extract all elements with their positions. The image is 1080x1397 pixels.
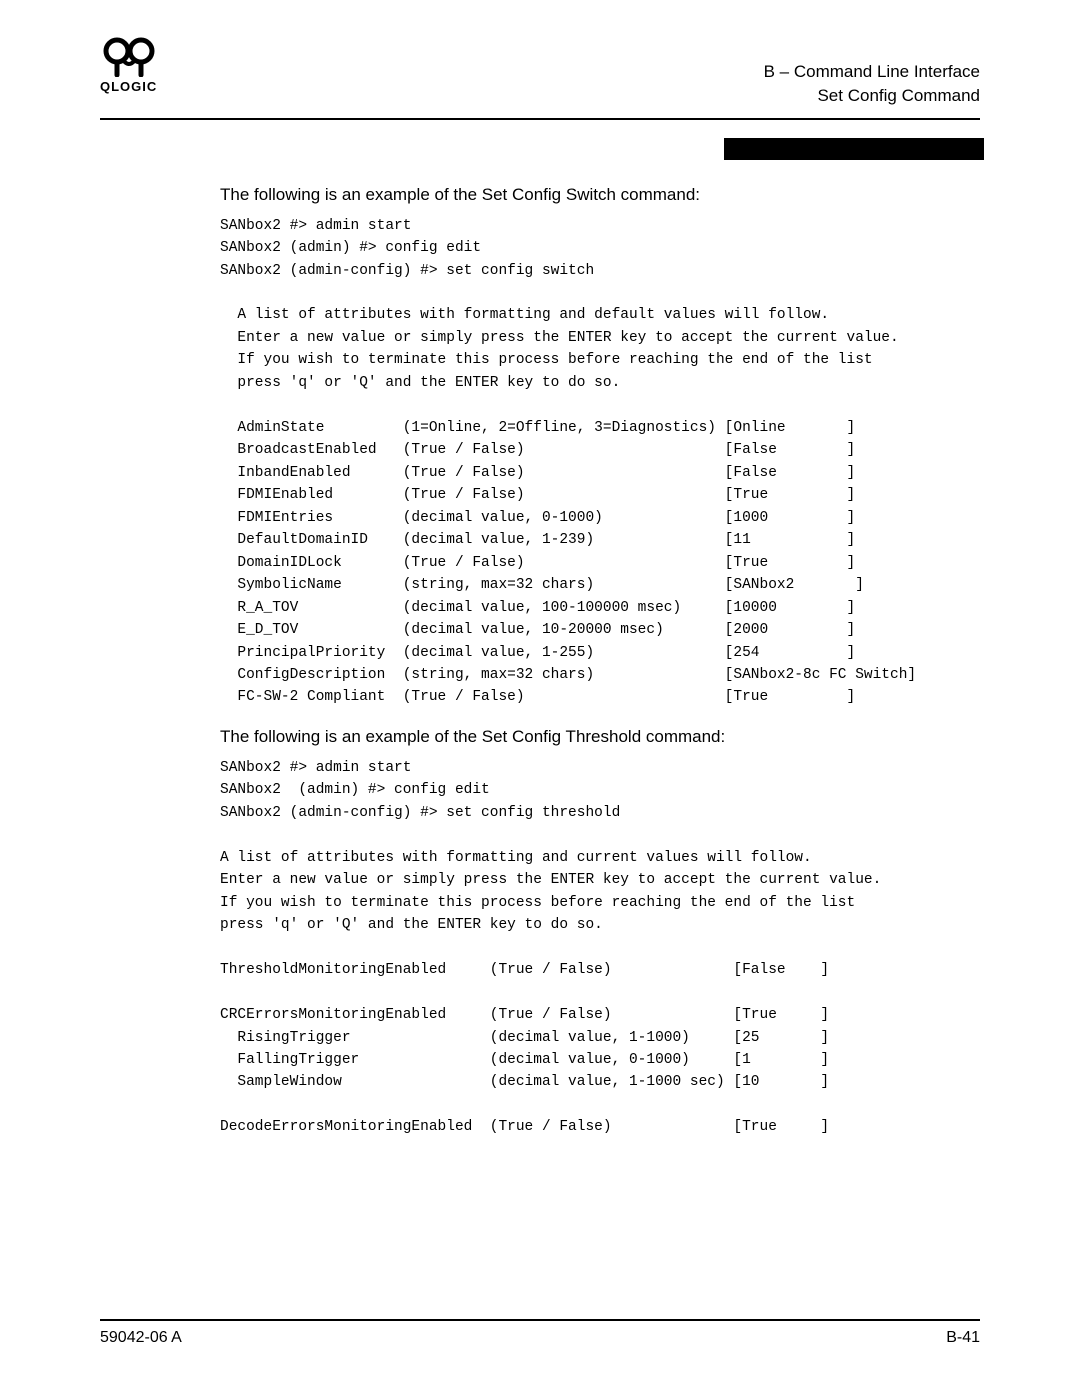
section2-code: SANbox2 #> admin start SANbox2 (admin) #…	[220, 757, 980, 1139]
header-title-line2: Set Config Command	[764, 84, 980, 108]
footer-left: 59042-06 A	[100, 1329, 182, 1347]
header-black-bar	[724, 138, 984, 160]
page-footer: 59042-06 A B-41	[100, 1319, 980, 1347]
page-container: QLOGIC B – Command Line Interface Set Co…	[0, 0, 1080, 1397]
section2-heading: The following is an example of the Set C…	[220, 727, 980, 747]
section1-heading: The following is an example of the Set C…	[220, 185, 980, 205]
page-header: QLOGIC B – Command Line Interface Set Co…	[100, 40, 980, 120]
logo-text: QLOGIC	[100, 79, 157, 94]
qlogic-icon	[101, 35, 157, 77]
header-title: B – Command Line Interface Set Config Co…	[764, 40, 980, 108]
section1-code: SANbox2 #> admin start SANbox2 (admin) #…	[220, 215, 980, 709]
main-content: The following is an example of the Set C…	[100, 185, 980, 1139]
footer-right: B-41	[946, 1329, 980, 1347]
logo: QLOGIC	[100, 35, 157, 94]
header-title-line1: B – Command Line Interface	[764, 60, 980, 84]
